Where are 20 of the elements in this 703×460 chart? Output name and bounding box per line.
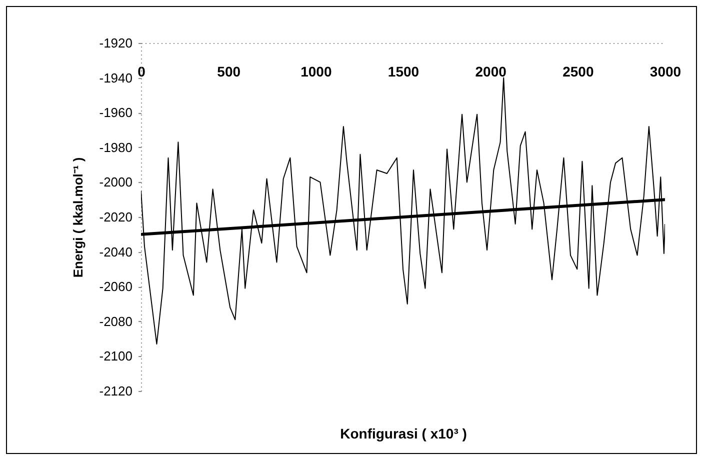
y-tick-label: -2040: [99, 244, 132, 260]
x-tick-label: 2500: [562, 64, 594, 80]
x-tick-label: 500: [217, 64, 241, 80]
y-tick-label: -1920: [99, 36, 132, 50]
y-axis-title: Energi ( kkal.mol⁻¹ ): [70, 157, 86, 278]
x-tick-label: 1000: [300, 64, 332, 80]
y-tick-label: -1960: [99, 105, 132, 120]
x-tick-label: 0: [138, 64, 146, 80]
x-tick-label: 1500: [388, 64, 420, 80]
y-tick-label: -2080: [99, 314, 132, 329]
y-tick-label: -2060: [99, 279, 132, 294]
x-tick-label: 3000: [650, 64, 682, 80]
y-tick-label: -1980: [99, 140, 132, 155]
y-tick-label: -2000: [99, 174, 132, 190]
x-tick-label: 2000: [475, 64, 507, 80]
y-tick-label: -1940: [99, 70, 132, 86]
y-tick-label: -2120: [99, 384, 132, 398]
x-axis-title: Konfigurasi ( x10³ ): [340, 426, 467, 442]
y-tick-label: -2020: [99, 210, 132, 224]
y-tick-label: -2100: [99, 348, 132, 364]
